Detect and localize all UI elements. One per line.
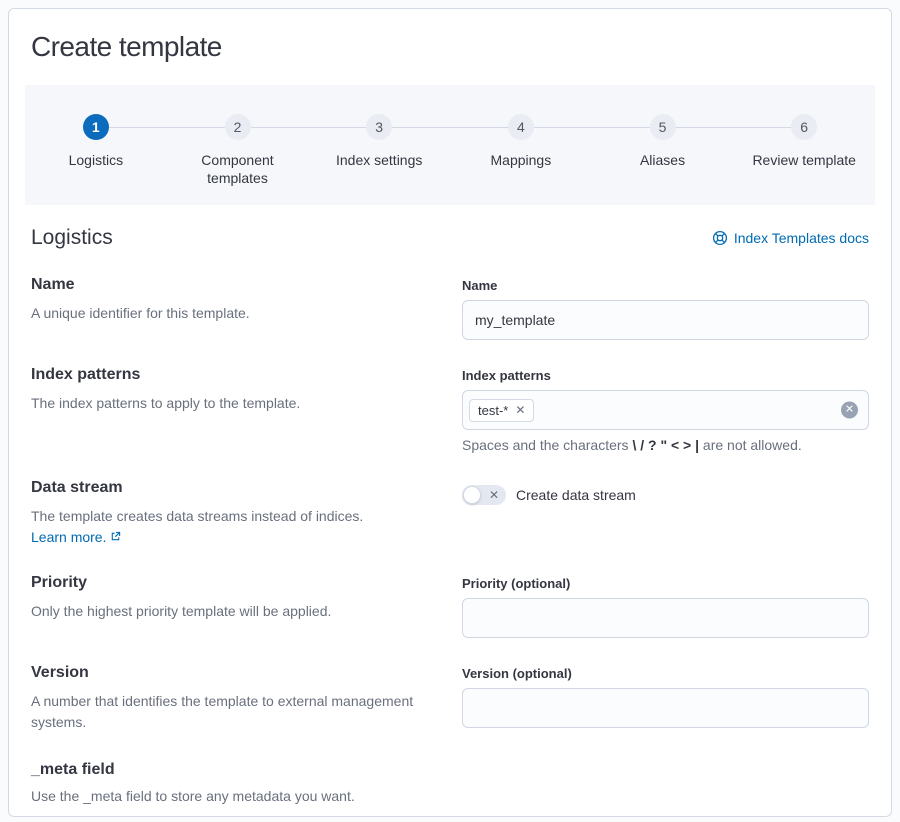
step-label: Component templates [201,152,274,187]
data-stream-row: Data stream The template creates data st… [31,479,869,548]
index-patterns-row-title: Index patterns [31,366,141,384]
docs-link-label: Index Templates docs [733,230,869,247]
version-row-description: A number that identifies the template to… [31,693,414,731]
name-field-label: Name [462,278,498,294]
step-label: Mappings [490,152,552,168]
step-indicator: 1 Logistics 2 Component templates 3 Inde… [25,85,875,206]
name-row-title: Name [31,276,75,294]
clear-combobox-icon[interactable]: ✕ [841,401,858,419]
step-mappings: 4 Mappings [379,100,592,187]
section-title: Logistics [31,226,113,250]
section-header: Logistics Index Templates docs [31,226,869,250]
step-number: 1 [82,114,109,140]
index-pattern-pill-value: test-* [478,402,509,418]
meta-field-row: _meta field Use the _meta field to store… [31,761,869,816]
index-templates-docs-link[interactable]: Index Templates docs [712,230,869,246]
step-label: Review template [752,152,856,168]
help-icon [712,230,728,246]
index-patterns-combobox[interactable]: test-* ✕ ✕ [462,390,869,431]
version-row: Version A number that identifies the tem… [31,664,869,733]
priority-field-label: Priority (optional) [462,576,571,592]
priority-row-title: Priority [31,574,88,592]
version-field-label: Version (optional) [462,666,572,682]
step-component-templates: 2 Component templates [96,100,309,187]
create-data-stream-toggle[interactable]: ✕ [462,485,506,506]
create-template-panel: Create template 1 Logistics 2 Component … [8,8,892,817]
step-number: 2 [224,114,251,140]
step-aliases: 5 Aliases [521,100,734,187]
step-number: 4 [507,114,534,140]
data-stream-row-title: Data stream [31,479,123,497]
data-stream-row-description: The template creates data streams instea… [31,508,364,546]
name-input[interactable] [462,300,869,341]
version-row-title: Version [31,664,89,682]
forbidden-characters: \ / ? " < > | [632,437,700,454]
index-patterns-row-description: The index patterns to apply to the templ… [31,395,301,412]
step-review-template: 6 Review template [662,100,875,187]
step-index-settings: 3 Index settings [237,100,450,187]
page-title: Create template [31,31,222,62]
step-number: 5 [649,114,676,140]
learn-more-link[interactable]: Learn more. [31,529,121,545]
index-patterns-field-label: Index patterns [462,368,551,384]
name-row-description: A unique identifier for this template. [31,305,250,322]
version-input[interactable] [462,688,869,729]
toggle-off-icon: ✕ [488,488,499,503]
step-number: 6 [791,114,818,140]
meta-field-title: _meta field [31,761,115,779]
meta-field-description: Use the _meta field to store any metadat… [31,788,355,805]
create-data-stream-toggle-row: ✕ Create data stream [462,485,869,506]
priority-input[interactable] [462,598,869,639]
create-data-stream-label: Create data stream [516,487,636,504]
name-row: Name A unique identifier for this templa… [31,276,869,341]
remove-pattern-icon[interactable]: ✕ [515,403,526,418]
priority-row-description: Only the highest priority template will … [31,603,332,620]
step-logistics[interactable]: 1 Logistics [25,100,167,187]
external-link-icon [110,531,121,542]
step-label: Index settings [335,152,423,168]
index-patterns-helper-text: Spaces and the characters \ / ? " < > | … [462,437,802,454]
priority-row: Priority Only the highest priority templ… [31,574,869,639]
step-number: 3 [366,114,393,140]
step-label: Logistics [68,152,124,168]
step-label: Aliases [639,152,686,168]
index-pattern-pill: test-* ✕ [469,398,535,422]
toggle-knob [463,486,481,505]
index-patterns-row: Index patterns The index patterns to app… [31,366,869,453]
